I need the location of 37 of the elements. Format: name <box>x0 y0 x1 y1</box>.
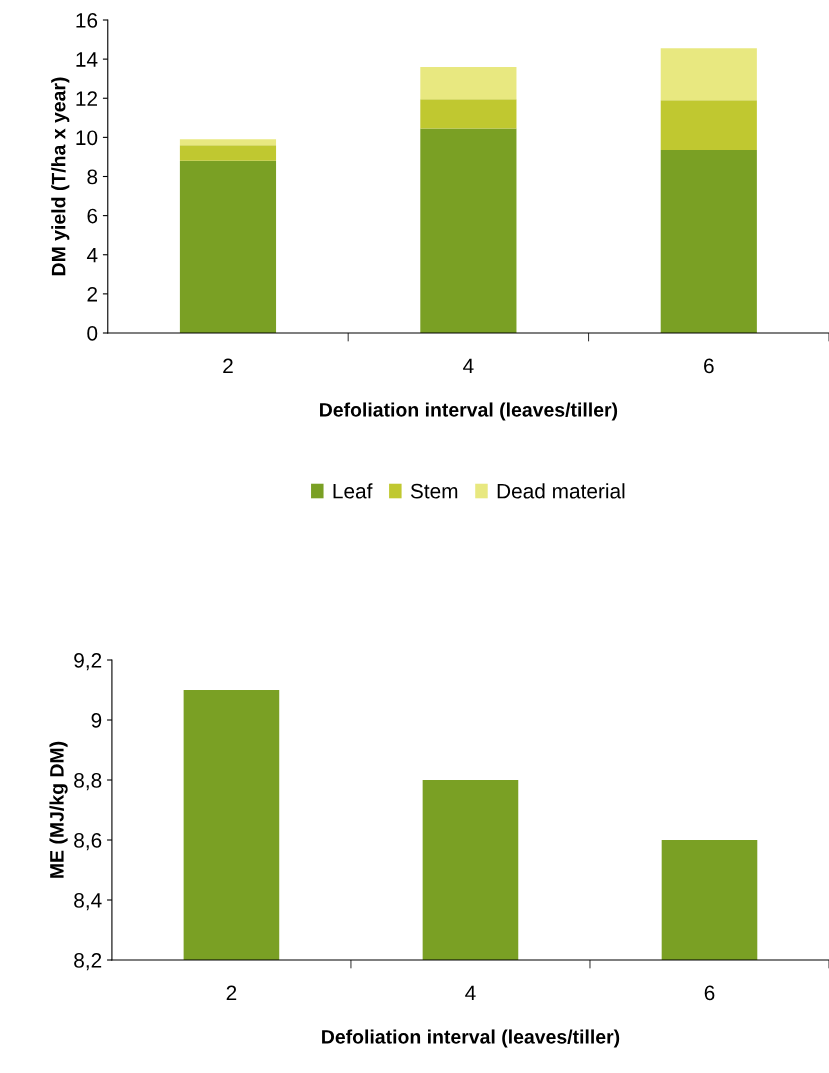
y-tick-label: 8,6 <box>74 833 102 851</box>
bar <box>179 139 277 146</box>
x-tick-label: 2 <box>226 985 237 1001</box>
y-tick-label: 8 <box>87 169 98 185</box>
y-tick-label: 16 <box>76 13 98 28</box>
x-axis-title: Defoliation interval (leaves/tiller) <box>322 1029 620 1048</box>
x-tick-label: 4 <box>465 985 476 1001</box>
y-tick-label: 8,2 <box>74 953 102 971</box>
bar <box>660 150 757 333</box>
y-tick-label: 9,2 <box>74 653 102 671</box>
x-tick-label: 6 <box>704 985 715 1001</box>
bar <box>179 160 277 333</box>
x-tick-label: 2 <box>223 358 233 374</box>
bar <box>420 128 517 333</box>
y-tick-label: 4 <box>86 247 98 263</box>
y-axis-title: DM yield (T/ha x year) <box>51 77 70 276</box>
y-tick-label: 10 <box>76 130 98 146</box>
bar <box>179 145 277 161</box>
x-axis-title: Defoliation interval (leaves/tiller) <box>320 402 618 421</box>
y-tick-label: 14 <box>76 52 98 67</box>
bar <box>660 100 757 151</box>
x-tick-label: 4 <box>463 358 474 374</box>
bar <box>420 99 517 129</box>
y-tick-label: 8,8 <box>74 773 102 791</box>
y-tick-label: 6 <box>87 208 98 224</box>
bar <box>660 48 757 101</box>
y-tick-label: 9 <box>91 713 102 728</box>
y-axis-title: ME (MJ/kg DM) <box>49 741 68 878</box>
y-tick-label: 0 <box>87 326 98 341</box>
legend-label: Dead material <box>497 483 625 499</box>
x-tick-label: 6 <box>704 358 714 374</box>
y-tick-label: 12 <box>76 91 97 106</box>
legend-label: Leaf <box>333 483 373 499</box>
bar <box>420 66 517 100</box>
y-tick-label: 2 <box>87 286 97 302</box>
y-tick-label: 8,4 <box>74 893 102 911</box>
legend-label: Stem <box>410 483 458 499</box>
